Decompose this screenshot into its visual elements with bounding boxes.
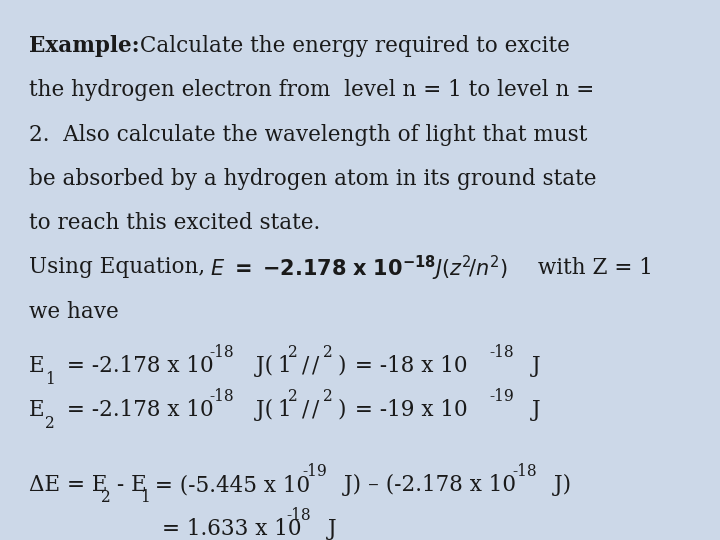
Text: J) – (-2.178 x 10: J) – (-2.178 x 10 — [337, 474, 516, 496]
Text: 2: 2 — [323, 388, 333, 405]
Text: -18: -18 — [513, 463, 537, 480]
Text: E: E — [29, 399, 45, 421]
Text: Using Equation,: Using Equation, — [29, 256, 205, 279]
Text: to reach this excited state.: to reach this excited state. — [29, 212, 320, 234]
Text: - E: - E — [110, 474, 147, 496]
Text: -18: -18 — [210, 388, 234, 405]
Text: = (-5.445 x 10: = (-5.445 x 10 — [148, 474, 310, 496]
Text: -18: -18 — [489, 343, 513, 361]
Text: 2: 2 — [323, 343, 333, 361]
Text: we have: we have — [29, 301, 119, 323]
Text: -19: -19 — [489, 388, 513, 405]
Text: /: / — [302, 355, 310, 376]
Text: Calculate the energy required to excite: Calculate the energy required to excite — [133, 35, 570, 57]
Text: = -18 x 10: = -18 x 10 — [348, 355, 468, 376]
Text: 1: 1 — [140, 489, 150, 506]
Text: = 1.633 x 10: = 1.633 x 10 — [162, 518, 302, 540]
Text: = -2.178 x 10: = -2.178 x 10 — [60, 355, 214, 376]
Text: J(: J( — [249, 355, 273, 376]
Text: $\it{E}\ \mathbf{=}\ \mathbf{-2.178\ x\ 10^{-18}}\mathit{J(z^2\!/n^2)}$: $\it{E}\ \mathbf{=}\ \mathbf{-2.178\ x\ … — [210, 254, 508, 283]
Text: J: J — [525, 355, 541, 376]
Text: ): ) — [338, 355, 346, 376]
Text: /: / — [312, 355, 319, 376]
Text: E: E — [29, 355, 45, 376]
Text: 2: 2 — [288, 388, 298, 405]
Text: J: J — [321, 518, 337, 540]
Text: -19: -19 — [302, 463, 327, 480]
Text: the hydrogen electron from  level n = 1 to level n =: the hydrogen electron from level n = 1 t… — [29, 79, 594, 102]
Text: 2.  Also calculate the wavelength of light that must: 2. Also calculate the wavelength of ligh… — [29, 124, 588, 146]
Text: /: / — [312, 399, 319, 421]
Text: J): J) — [547, 474, 572, 496]
Text: -18: -18 — [210, 343, 234, 361]
Text: Example:: Example: — [29, 35, 140, 57]
Text: -18: -18 — [287, 508, 311, 524]
Text: ): ) — [338, 399, 346, 421]
Text: be absorbed by a hydrogen atom in its ground state: be absorbed by a hydrogen atom in its gr… — [29, 168, 596, 190]
Text: 2: 2 — [101, 489, 111, 506]
Text: 2: 2 — [45, 415, 55, 432]
Text: /: / — [302, 399, 310, 421]
Text: J(: J( — [249, 399, 273, 421]
Text: J: J — [525, 399, 541, 421]
Text: ΔE = E: ΔE = E — [29, 474, 107, 496]
Text: = -19 x 10: = -19 x 10 — [348, 399, 468, 421]
Text: with Z = 1: with Z = 1 — [531, 256, 652, 279]
Text: = -2.178 x 10: = -2.178 x 10 — [60, 399, 214, 421]
Text: 1: 1 — [278, 399, 292, 421]
Text: 1: 1 — [45, 370, 55, 388]
Text: 1: 1 — [278, 355, 292, 376]
Text: 2: 2 — [288, 343, 298, 361]
